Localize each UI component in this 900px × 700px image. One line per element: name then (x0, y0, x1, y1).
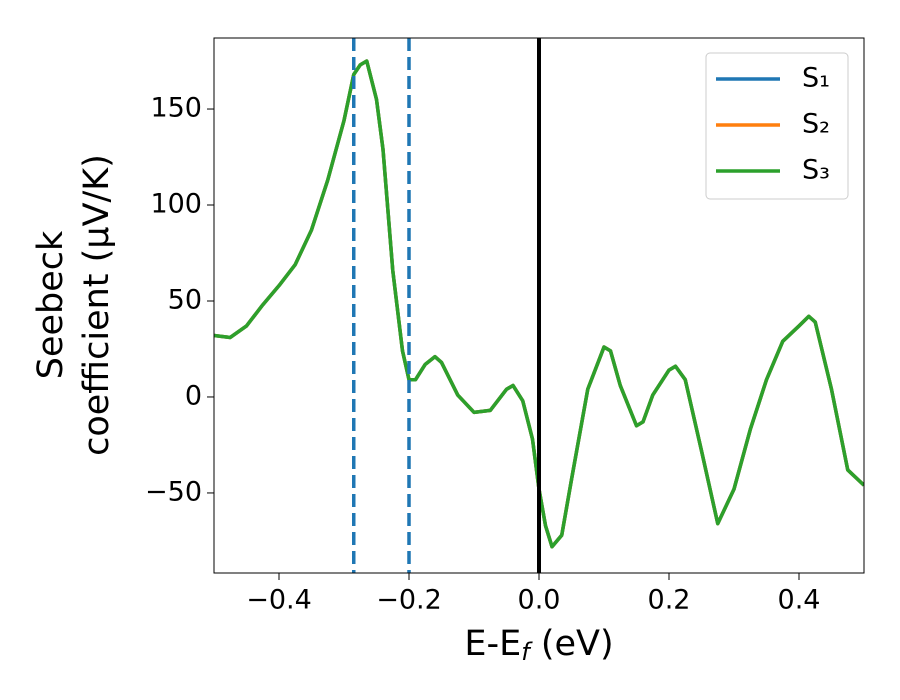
x-tick-label: −0.4 (246, 585, 312, 616)
legend-label: S₁ (802, 63, 830, 94)
x-tick-label: −0.2 (376, 585, 442, 616)
y-tick-label: 100 (150, 189, 202, 220)
plot-frame (213, 37, 865, 574)
y-tick-label: 150 (150, 93, 202, 124)
series-line (214, 59, 864, 549)
y-tick-label: 50 (168, 284, 202, 315)
legend-label: S₂ (802, 109, 830, 140)
legend-label: S₃ (802, 155, 830, 186)
x-label-part: (eV) (530, 624, 614, 664)
y-tick-label: 0 (185, 380, 202, 411)
x-label-part: E-E (464, 624, 521, 664)
x-tick-label: 0.0 (518, 585, 561, 616)
x-axis-label: E-Ef (eV) (464, 624, 613, 666)
x-tick-label: 0.2 (648, 585, 691, 616)
y-axis-label: Seebeck (31, 230, 71, 379)
y-tick-label: −50 (145, 476, 202, 507)
x-tick-label: 0.4 (778, 585, 821, 616)
plot-area (214, 59, 864, 549)
y-axis-label: coefficient (μV/K) (77, 154, 117, 456)
